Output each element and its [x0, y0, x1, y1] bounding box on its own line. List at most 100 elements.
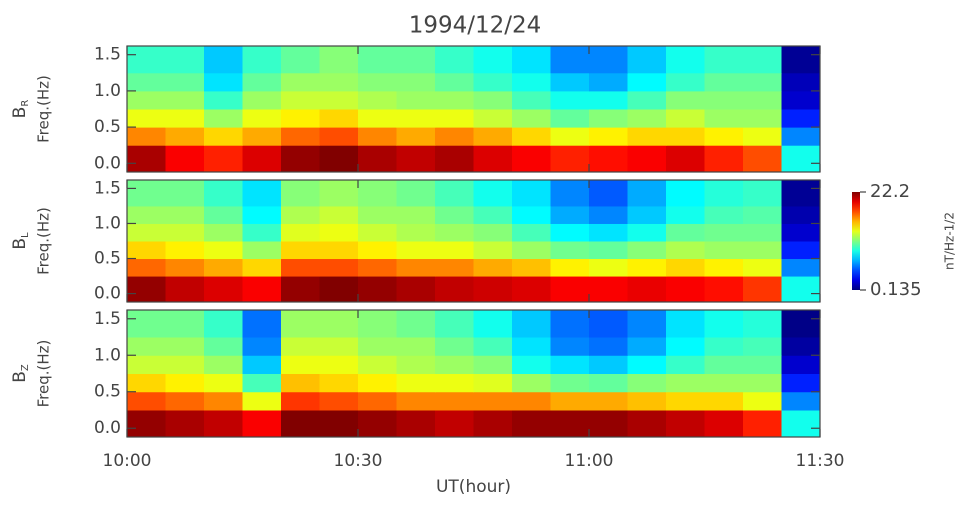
cell	[435, 258, 474, 277]
cell	[550, 355, 590, 374]
cell	[358, 409, 397, 438]
cell	[743, 391, 782, 411]
cell	[589, 310, 628, 338]
cell	[781, 258, 821, 277]
y-tick-label: 1.0	[94, 213, 121, 233]
cell	[512, 72, 551, 92]
x-tick-label: 11:30	[796, 451, 845, 471]
cell	[435, 373, 474, 393]
cell	[435, 46, 474, 74]
cell	[550, 127, 590, 146]
cell	[473, 355, 513, 374]
cell	[242, 310, 282, 338]
cell	[512, 90, 551, 110]
cell	[127, 205, 166, 224]
panel-label-sub: Z	[20, 364, 31, 371]
cell	[666, 373, 705, 393]
cell	[242, 258, 282, 277]
cell	[319, 258, 359, 277]
cell	[666, 109, 705, 128]
cell	[589, 223, 628, 242]
cell	[743, 72, 782, 92]
cell	[319, 391, 359, 411]
panel-label-main: B	[10, 107, 30, 119]
cell	[319, 127, 359, 146]
cell	[281, 409, 320, 438]
cell	[512, 310, 551, 338]
cell	[473, 205, 513, 224]
cell	[396, 127, 436, 146]
cell	[204, 180, 243, 207]
cell	[666, 205, 705, 224]
cell	[435, 127, 474, 146]
cell	[512, 223, 551, 242]
cell	[743, 337, 782, 356]
cell	[512, 276, 551, 303]
cell	[512, 180, 551, 207]
heatmap	[127, 310, 821, 438]
cell	[627, 276, 667, 303]
cell	[743, 241, 782, 260]
panel-label: BL	[10, 232, 31, 250]
cell	[204, 109, 243, 128]
cell	[204, 46, 243, 74]
cell	[435, 310, 474, 338]
cell	[627, 46, 667, 74]
cell	[512, 46, 551, 74]
cell	[589, 205, 628, 224]
cell	[204, 258, 243, 277]
cell	[781, 127, 821, 146]
cell	[473, 145, 513, 173]
cell	[281, 145, 320, 173]
cell	[242, 355, 282, 374]
y-tick-label: 1.5	[94, 178, 121, 198]
cell	[204, 276, 243, 303]
cell	[704, 205, 744, 224]
cell	[396, 373, 436, 393]
cell	[165, 241, 205, 260]
cell	[666, 241, 705, 260]
cell	[473, 90, 513, 110]
cell	[358, 180, 397, 207]
cell	[242, 145, 282, 173]
cell	[242, 241, 282, 260]
cell	[704, 223, 744, 242]
cell	[242, 46, 282, 74]
cell	[396, 223, 436, 242]
cell	[281, 46, 320, 74]
cell	[281, 127, 320, 146]
y-tick-label: 1.0	[94, 345, 121, 365]
cell	[204, 310, 243, 338]
cell	[435, 205, 474, 224]
cell	[396, 258, 436, 277]
cell	[165, 337, 205, 356]
x-tick-label: 10:30	[334, 451, 383, 471]
cell	[627, 127, 667, 146]
cell	[127, 391, 166, 411]
cell	[204, 145, 243, 173]
cell	[204, 355, 243, 374]
cell	[627, 391, 667, 411]
cell	[743, 223, 782, 242]
cell	[435, 90, 474, 110]
cell	[473, 276, 513, 303]
cell	[704, 145, 744, 173]
cell	[165, 90, 205, 110]
cell	[743, 127, 782, 146]
cell	[473, 391, 513, 411]
cell	[358, 90, 397, 110]
cell	[704, 46, 744, 74]
cell	[435, 276, 474, 303]
x-axis-label: UT(hour)	[436, 477, 511, 497]
cell	[435, 409, 474, 438]
heatmap	[127, 180, 821, 303]
colorbar-tick-label: 22.2	[870, 181, 910, 202]
cell	[435, 145, 474, 173]
cell	[127, 145, 166, 173]
cell	[127, 355, 166, 374]
cell	[512, 391, 551, 411]
cell	[127, 409, 166, 438]
chart-title: 1994/12/24	[409, 13, 542, 39]
y-tick-label: 1.0	[94, 81, 121, 101]
